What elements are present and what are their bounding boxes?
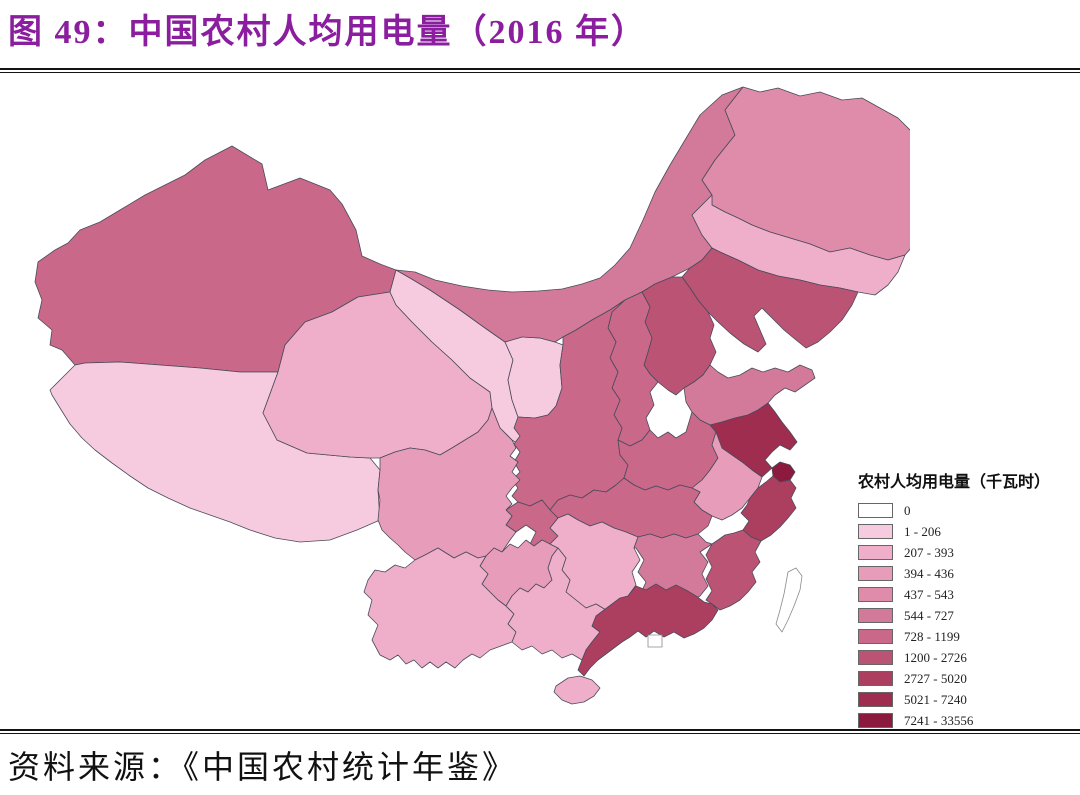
legend-swatch	[858, 650, 893, 665]
province-guangxi	[505, 547, 607, 661]
figure-title: 图 49：中国农村人均用电量（2016 年）	[8, 14, 647, 51]
legend-swatch	[858, 608, 893, 623]
legend-item: 207 - 393	[858, 545, 1073, 560]
legend-label: 207 - 393	[904, 544, 954, 560]
source-note: 资料来源：《中国农村统计年鉴》	[8, 749, 518, 785]
province-ningxia	[504, 336, 564, 419]
legend-items: 0 1 - 206 207 - 393 394 - 436 437 - 543 544 -…	[858, 503, 1073, 728]
map-legend: 农村人均用电量（千瓦时） 0 1 - 206 207 - 393 394 - 436 4…	[858, 468, 1073, 734]
legend-label: 5021 - 7240	[904, 691, 967, 707]
legend-item: 7241 - 33556	[858, 713, 1073, 728]
legend-item: 2727 - 5020	[858, 671, 1073, 686]
legend-item: 0	[858, 503, 1073, 518]
province-guangdong	[577, 583, 719, 677]
province-anhui	[691, 431, 763, 521]
legend-item: 544 - 727	[858, 608, 1073, 623]
title-rule	[0, 68, 1080, 73]
legend-swatch	[858, 629, 893, 644]
province-fujian	[705, 529, 762, 611]
bottom-rule	[0, 729, 1080, 734]
china-choropleth-map	[30, 85, 910, 735]
legend-label: 1 - 206	[904, 523, 941, 539]
legend-swatch	[858, 587, 893, 602]
legend-item: 437 - 543	[858, 587, 1073, 602]
legend-swatch	[858, 671, 893, 686]
legend-label: 2727 - 5020	[904, 670, 967, 686]
province-sichuan	[377, 407, 521, 561]
legend-label: 1200 - 2726	[904, 649, 967, 665]
legend-label: 437 - 543	[904, 586, 954, 602]
legend-label: 0	[904, 502, 911, 518]
legend-swatch	[858, 524, 893, 539]
legend-swatch	[858, 503, 893, 518]
legend-swatch	[858, 566, 893, 581]
legend-swatch	[858, 545, 893, 560]
legend-item: 728 - 1199	[858, 629, 1073, 644]
legend-swatch	[858, 692, 893, 707]
province-zhejiang	[740, 475, 797, 542]
province-tibet	[49, 361, 381, 543]
legend-label: 544 - 727	[904, 607, 954, 623]
legend-swatch	[858, 713, 893, 728]
legend-item: 1200 - 2726	[858, 650, 1073, 665]
legend-label: 728 - 1199	[904, 628, 960, 644]
legend-title: 农村人均用电量（千瓦时）	[858, 474, 1051, 491]
region-hongkong-macau	[647, 634, 663, 648]
province-hainan	[553, 675, 601, 705]
legend-label: 7241 - 33556	[904, 712, 974, 728]
legend-label: 394 - 436	[904, 565, 954, 581]
legend-item: 394 - 436	[858, 566, 1073, 581]
legend-item: 1 - 206	[858, 524, 1073, 539]
legend-item: 5021 - 7240	[858, 692, 1073, 707]
province-yunnan	[363, 547, 517, 669]
province-taiwan	[775, 567, 803, 633]
